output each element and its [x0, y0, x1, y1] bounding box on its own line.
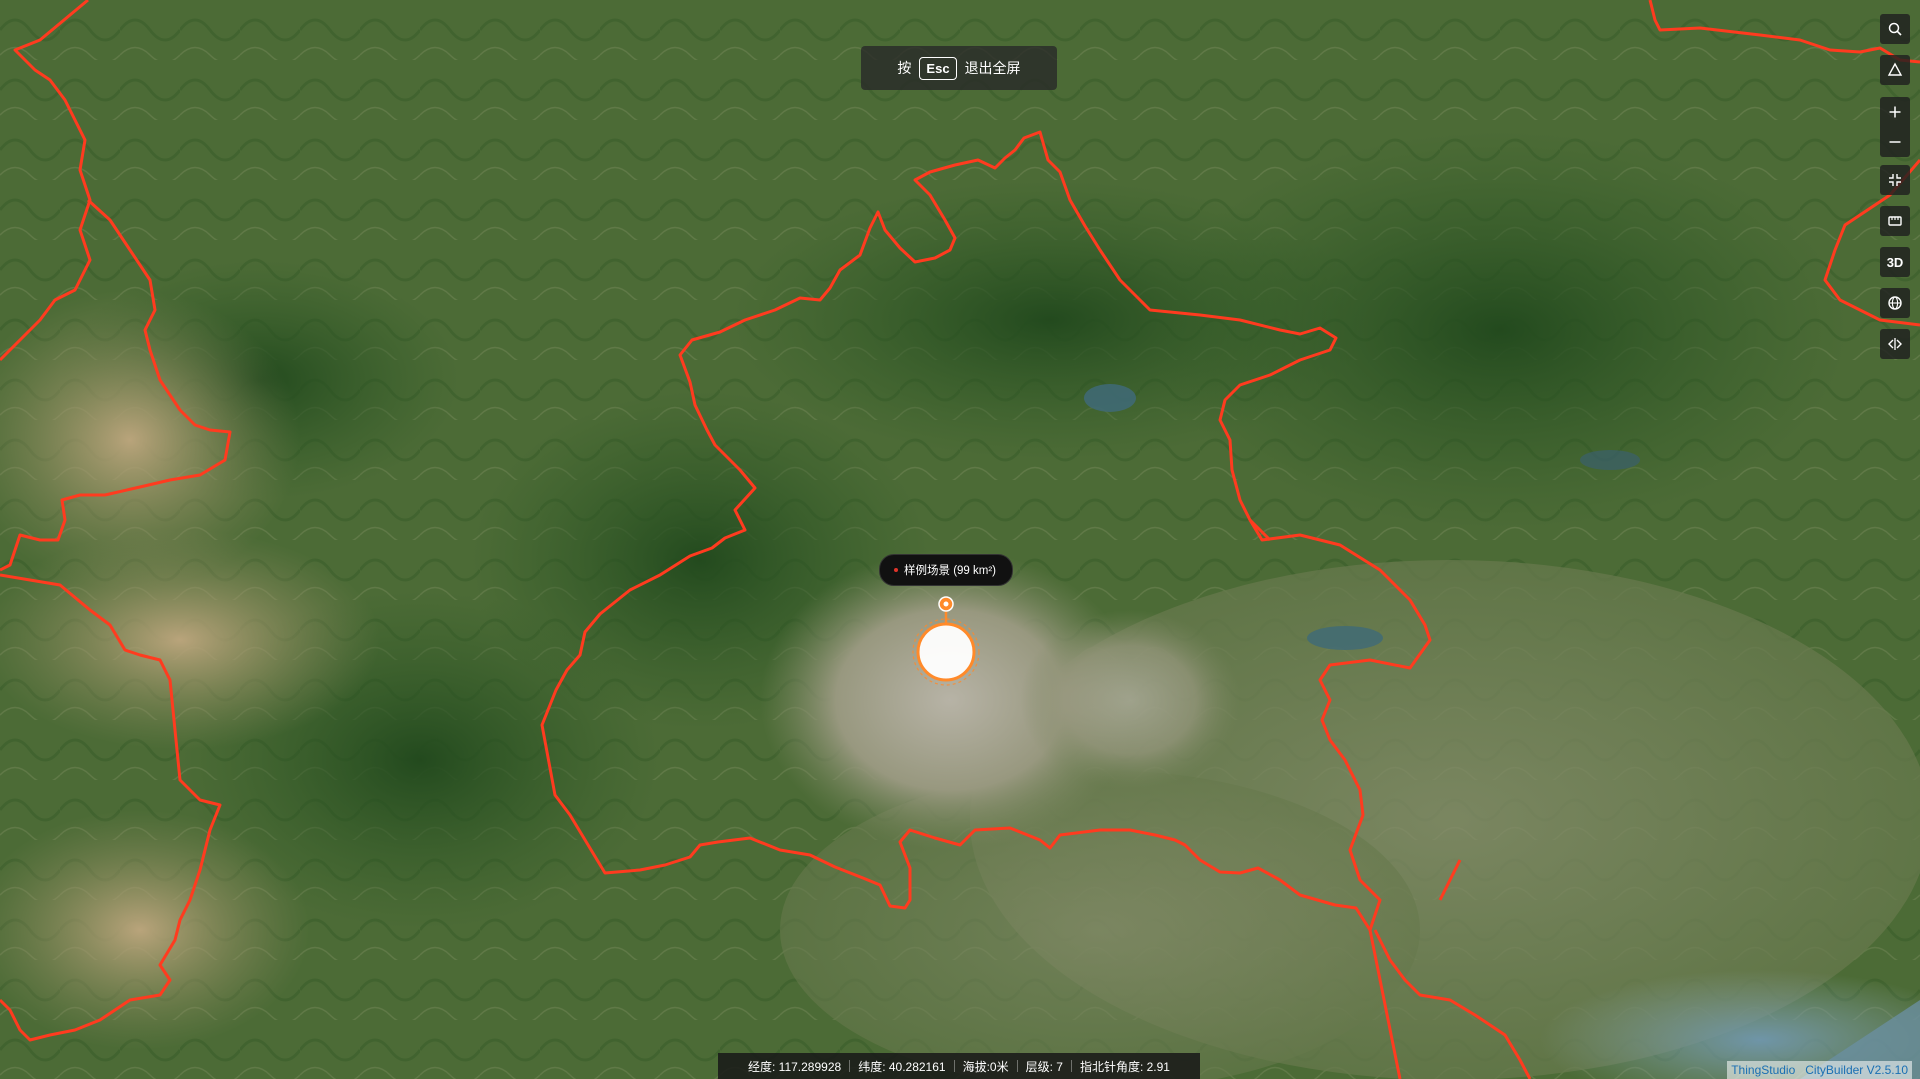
heading-readout: 指北针角度: 2.91 — [1079, 1059, 1170, 1074]
altitude-readout: 海拔:0米 — [962, 1059, 1009, 1074]
boundary-line — [0, 0, 92, 362]
boundary-line — [0, 198, 232, 572]
boundary-line — [0, 573, 222, 1042]
reservoir — [1580, 450, 1640, 470]
zoom-out-button[interactable] — [1880, 127, 1910, 157]
basemap-button[interactable] — [1880, 288, 1910, 318]
compass-icon — [1887, 62, 1903, 76]
plus-icon — [1889, 106, 1901, 118]
split-view-button[interactable] — [1880, 329, 1910, 359]
dry-plain — [0, 810, 310, 1050]
coordinate-status-bar: 经度: 117.289928 纬度: 40.282161 海拔:0米 层级: 7… — [718, 1053, 1200, 1079]
urban-area — [1020, 610, 1240, 790]
longitude-readout: 经度: 117.289928 — [748, 1059, 842, 1074]
status-divider — [849, 1060, 851, 1072]
ruler-icon — [1888, 216, 1902, 226]
esc-key-badge: Esc — [919, 56, 957, 80]
status-divider — [1070, 1060, 1072, 1072]
view-mode-3d-button[interactable]: 3D — [1880, 247, 1910, 277]
zoom-level-readout: 层级: 7 — [1025, 1059, 1063, 1074]
urban-area — [760, 550, 1140, 850]
scene-label-dot — [894, 568, 898, 572]
studio-credit[interactable]: ThingStudio — [1731, 1063, 1796, 1077]
fit-view-button[interactable] — [1880, 165, 1910, 195]
builder-credit[interactable]: CityBuilder V2.5.10 — [1805, 1063, 1908, 1077]
esc-hint-suffix: 退出全屏 — [964, 60, 1021, 76]
latitude-readout: 纬度: 40.282161 — [858, 1059, 946, 1074]
compass-button[interactable] — [1880, 55, 1910, 85]
boundary-line — [1248, 518, 1272, 542]
measure-button[interactable] — [1880, 206, 1910, 236]
boundary-line — [1373, 929, 1532, 1079]
split-icon — [1888, 338, 1902, 350]
reservoir — [1307, 626, 1383, 650]
zoom-in-button[interactable] — [1880, 97, 1910, 127]
collapse-icon — [1889, 174, 1901, 186]
globe-icon — [1888, 296, 1902, 310]
exit-fullscreen-hint: 按 Esc 退出全屏 — [861, 46, 1057, 90]
dry-plain — [0, 530, 380, 750]
esc-hint-prefix: 按 — [897, 60, 912, 76]
dry-plain — [0, 290, 300, 590]
status-divider — [953, 1060, 955, 1072]
scene-area-marker[interactable] — [912, 618, 980, 686]
map-credits: ThingStudio CityBuilder V2.5.10 — [1727, 1061, 1912, 1079]
search-icon — [1888, 22, 1902, 36]
coast-water — [1540, 970, 1920, 1079]
mountain-area — [1150, 130, 1850, 530]
search-button[interactable] — [1880, 14, 1910, 44]
boundary-line — [1648, 0, 1920, 64]
boundary-line — [1438, 859, 1462, 901]
view-mode-label: 3D — [1886, 254, 1904, 270]
boundary-line — [1368, 929, 1402, 1079]
sea — [1800, 1000, 1920, 1079]
status-divider — [1016, 1060, 1018, 1072]
boundary-line — [1823, 159, 1920, 327]
scene-label[interactable]: 样例场景 (99 km²) — [879, 554, 1013, 586]
minus-icon — [1889, 141, 1901, 143]
boundary-line — [540, 130, 1432, 932]
scene-label-text: 样例场景 (99 km²) — [904, 565, 996, 577]
reservoir — [1084, 384, 1136, 412]
